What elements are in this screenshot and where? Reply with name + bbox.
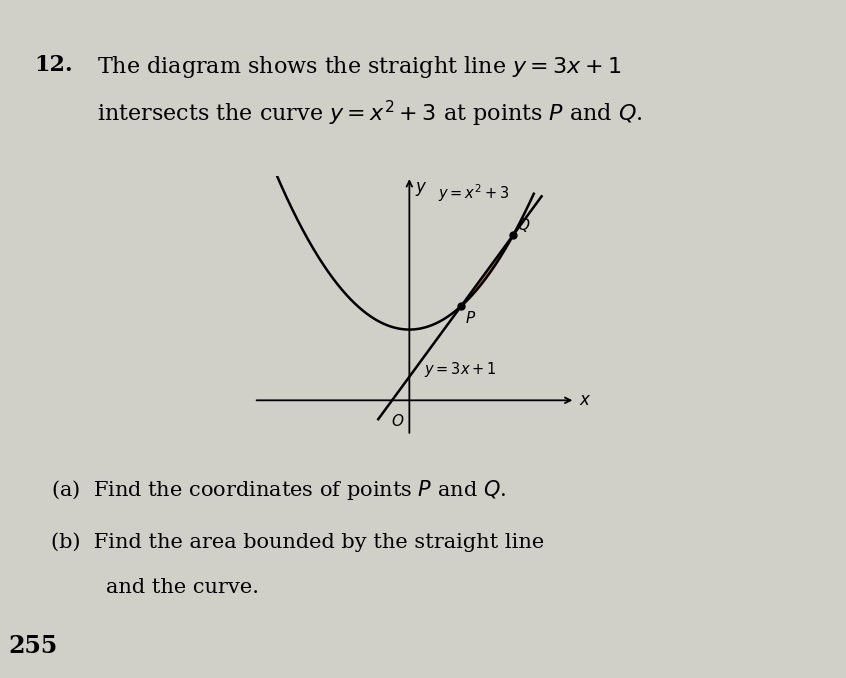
Text: 12.: 12. [34,54,73,76]
Text: intersects the curve $y = x^{2} + 3$ at points $P$ and $Q$.: intersects the curve $y = x^{2} + 3$ at … [97,98,643,129]
Text: The diagram shows the straight line $y = 3x + 1$: The diagram shows the straight line $y =… [97,54,622,80]
Text: and the curve.: and the curve. [106,578,259,597]
Text: $Q$: $Q$ [517,216,530,234]
Text: (b)  Find the area bounded by the straight line: (b) Find the area bounded by the straigh… [51,532,544,552]
Text: $P$: $P$ [465,310,476,325]
Text: $y = 3x + 1$: $y = 3x + 1$ [424,360,497,379]
Text: $y$: $y$ [415,180,427,198]
Text: $x$: $x$ [580,392,592,409]
Text: (a)  Find the coordinates of points $P$ and $Q$.: (a) Find the coordinates of points $P$ a… [51,478,506,502]
Text: 255: 255 [8,634,58,658]
Text: $O$: $O$ [391,414,404,429]
Text: $y = x^{2} + 3$: $y = x^{2} + 3$ [438,182,509,203]
